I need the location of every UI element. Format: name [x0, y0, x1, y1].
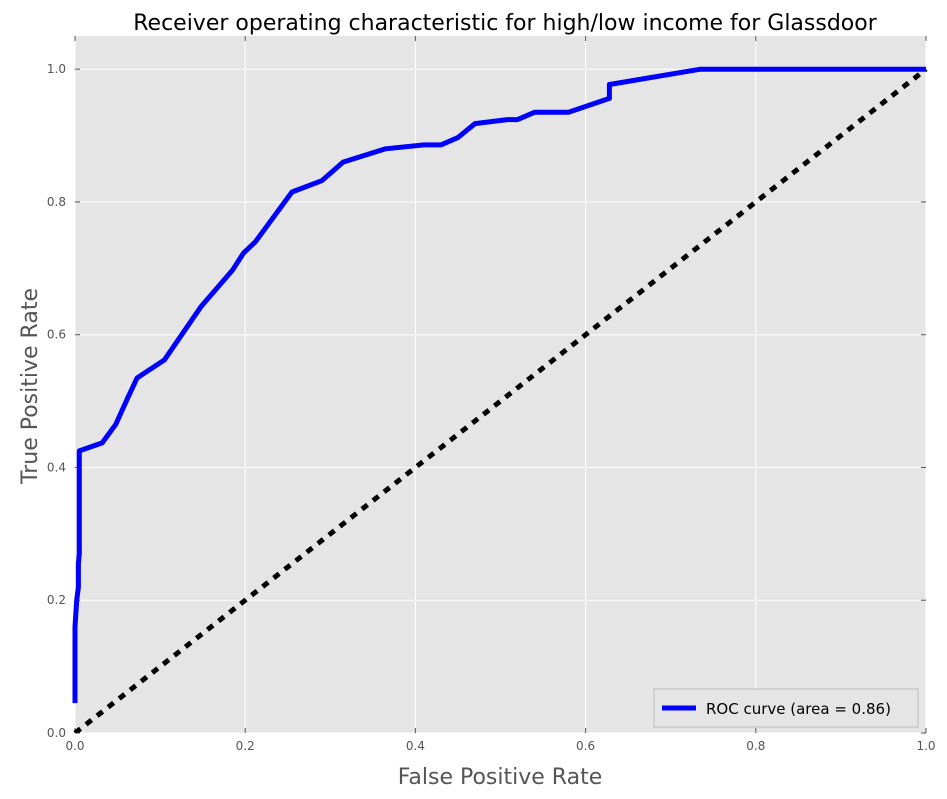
legend-box [653, 688, 919, 728]
x-tick-label: 0.4 [406, 739, 425, 753]
x-tick-label: 0.6 [576, 739, 595, 753]
y-axis-title: True Positive Rate [18, 288, 43, 485]
chart-title: Receiver operating characteristic for hi… [133, 11, 877, 36]
y-tick-label: 0.0 [47, 726, 66, 740]
legend: ROC curve (area = 0.86) [653, 688, 919, 728]
y-tick-label: 0.8 [47, 195, 66, 209]
y-tick-label: 0.4 [47, 460, 66, 474]
plot-area [75, 36, 926, 733]
x-tick-label: 1.0 [916, 739, 935, 753]
grid-lines [74, 36, 927, 734]
x-tick-label: 0.2 [236, 739, 255, 753]
legend-label-roc: ROC curve (area = 0.86) [706, 700, 891, 718]
x-tick-label: 0.8 [746, 739, 765, 753]
roc-curve-line [72, 66, 926, 704]
chance-diagonal-line [73, 67, 928, 733]
y-tick-label: 0.2 [47, 593, 66, 607]
y-tick-label: 0.6 [47, 328, 66, 342]
x-tick-label: 0.0 [65, 739, 84, 753]
x-axis-title: False Positive Rate [398, 765, 602, 790]
series-layer [72, 66, 928, 733]
y-tick-label: 1.0 [47, 62, 66, 76]
